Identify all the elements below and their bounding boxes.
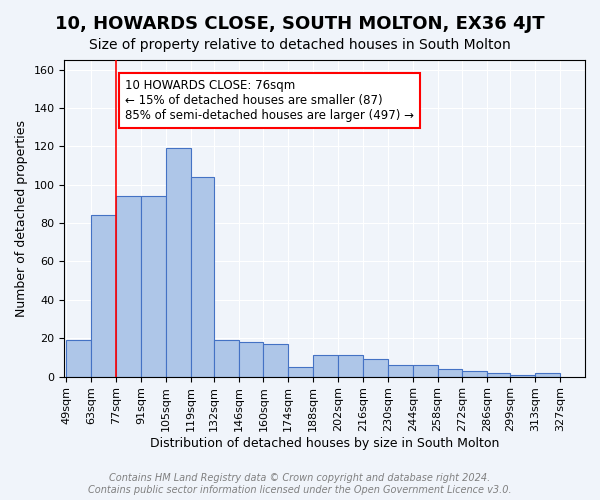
Bar — [313, 356, 338, 376]
X-axis label: Distribution of detached houses by size in South Molton: Distribution of detached houses by size … — [150, 437, 499, 450]
Bar — [116, 196, 141, 376]
Bar — [239, 342, 263, 376]
Bar — [338, 356, 363, 376]
Bar — [487, 373, 511, 376]
Bar — [91, 216, 116, 376]
Bar — [66, 340, 91, 376]
Bar — [263, 344, 288, 376]
Y-axis label: Number of detached properties: Number of detached properties — [15, 120, 28, 317]
Text: 10, HOWARDS CLOSE, SOUTH MOLTON, EX36 4JT: 10, HOWARDS CLOSE, SOUTH MOLTON, EX36 4J… — [55, 15, 545, 33]
Bar — [413, 365, 437, 376]
Bar — [511, 374, 535, 376]
Bar — [191, 177, 214, 376]
Bar — [535, 373, 560, 376]
Bar — [141, 196, 166, 376]
Bar — [437, 369, 463, 376]
Bar — [363, 360, 388, 376]
Text: Size of property relative to detached houses in South Molton: Size of property relative to detached ho… — [89, 38, 511, 52]
Bar — [463, 371, 487, 376]
Bar — [288, 367, 313, 376]
Text: Contains HM Land Registry data © Crown copyright and database right 2024.
Contai: Contains HM Land Registry data © Crown c… — [88, 474, 512, 495]
Bar — [166, 148, 191, 376]
Text: 10 HOWARDS CLOSE: 76sqm
← 15% of detached houses are smaller (87)
85% of semi-de: 10 HOWARDS CLOSE: 76sqm ← 15% of detache… — [125, 79, 414, 122]
Bar — [214, 340, 239, 376]
Bar — [388, 365, 413, 376]
